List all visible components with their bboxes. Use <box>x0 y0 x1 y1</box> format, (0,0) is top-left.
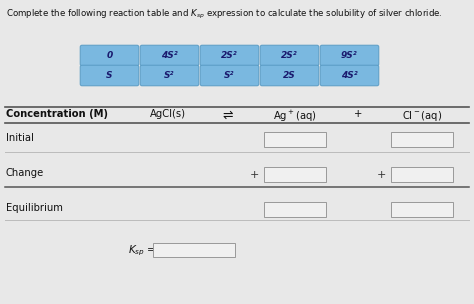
FancyBboxPatch shape <box>80 45 139 66</box>
FancyBboxPatch shape <box>264 202 326 217</box>
Text: 2S²: 2S² <box>281 51 298 60</box>
Text: Change: Change <box>6 168 44 178</box>
FancyBboxPatch shape <box>391 167 453 182</box>
Text: $K_{sp}$ =: $K_{sp}$ = <box>128 244 156 258</box>
FancyBboxPatch shape <box>320 65 379 86</box>
FancyBboxPatch shape <box>264 167 326 182</box>
Text: Cl$^-$(aq): Cl$^-$(aq) <box>402 109 442 123</box>
Text: 4S²: 4S² <box>341 71 358 80</box>
Text: +: + <box>376 170 386 180</box>
FancyBboxPatch shape <box>153 243 235 257</box>
Text: Equilibrium: Equilibrium <box>6 203 63 213</box>
FancyBboxPatch shape <box>200 45 259 66</box>
Text: 2S: 2S <box>283 71 296 80</box>
Text: +: + <box>354 109 362 119</box>
FancyBboxPatch shape <box>140 45 199 66</box>
Text: ⇌: ⇌ <box>223 109 233 122</box>
FancyBboxPatch shape <box>200 65 259 86</box>
Text: S²: S² <box>164 71 175 80</box>
Text: 0: 0 <box>106 51 113 60</box>
Text: AgCl(s): AgCl(s) <box>150 109 186 119</box>
Text: 2S²: 2S² <box>221 51 238 60</box>
Text: S: S <box>106 71 113 80</box>
FancyBboxPatch shape <box>391 132 453 147</box>
Text: Concentration (M): Concentration (M) <box>6 109 108 119</box>
Text: +: + <box>249 170 259 180</box>
Text: Initial: Initial <box>6 133 34 143</box>
Text: Ag$^+$(aq): Ag$^+$(aq) <box>273 109 317 124</box>
FancyBboxPatch shape <box>140 65 199 86</box>
FancyBboxPatch shape <box>80 65 139 86</box>
Text: 9S²: 9S² <box>341 51 358 60</box>
FancyBboxPatch shape <box>391 202 453 217</box>
FancyBboxPatch shape <box>260 45 319 66</box>
FancyBboxPatch shape <box>260 65 319 86</box>
Text: 4S²: 4S² <box>161 51 178 60</box>
Text: Complete the following reaction table and $K_{sp}$ expression to calculate the s: Complete the following reaction table an… <box>6 8 443 21</box>
FancyBboxPatch shape <box>264 132 326 147</box>
FancyBboxPatch shape <box>320 45 379 66</box>
Text: S²: S² <box>224 71 235 80</box>
